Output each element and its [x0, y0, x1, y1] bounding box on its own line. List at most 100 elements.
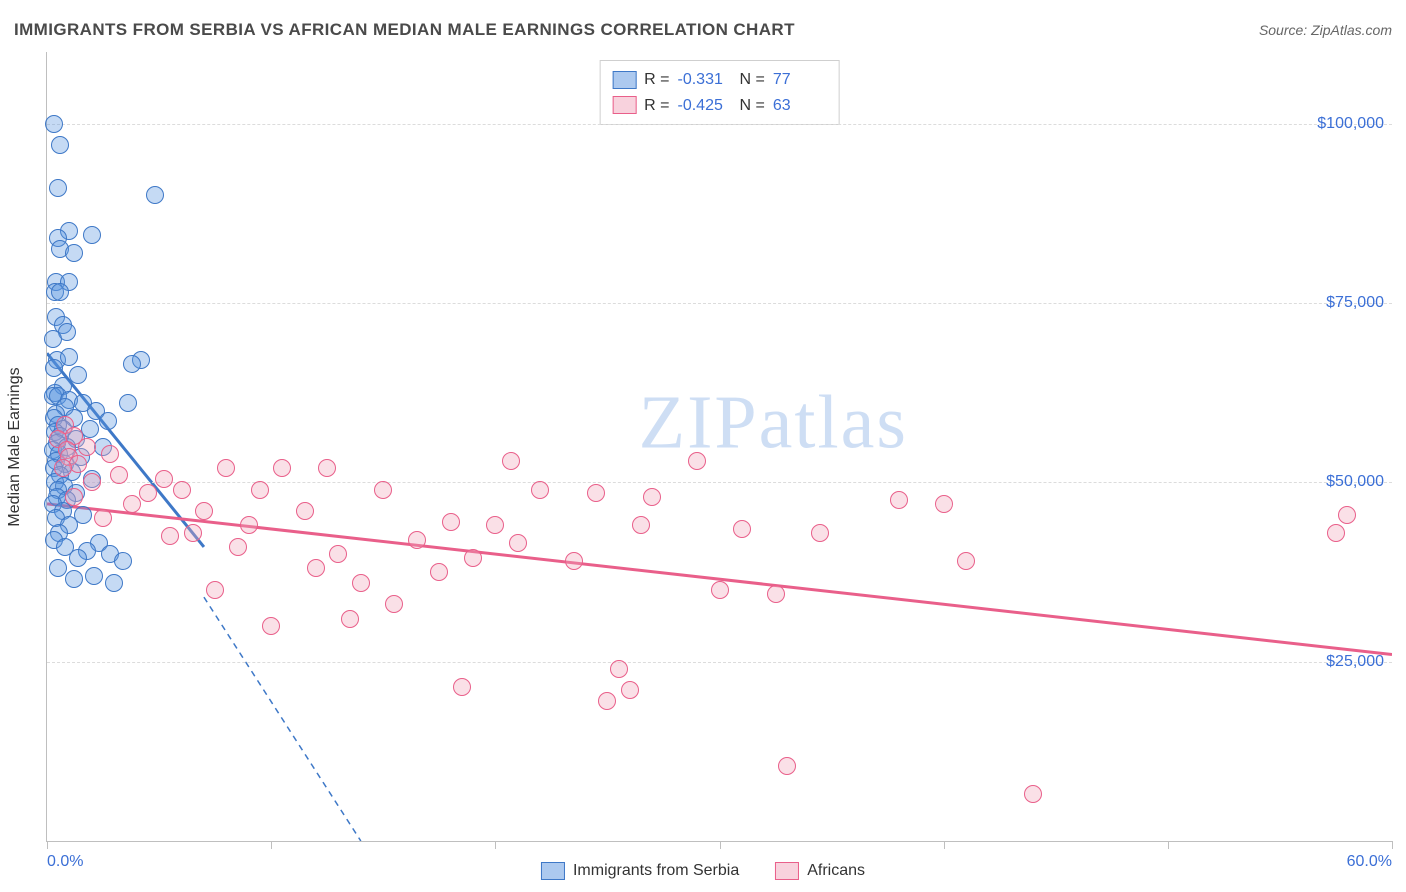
- data-point: [262, 617, 280, 635]
- data-point: [598, 692, 616, 710]
- data-point: [85, 567, 103, 585]
- data-point: [206, 581, 224, 599]
- source-attribution: Source: ZipAtlas.com: [1259, 22, 1392, 38]
- data-point: [318, 459, 336, 477]
- n-value: 77: [773, 67, 827, 93]
- legend-item: Africans: [775, 862, 865, 880]
- data-point: [711, 581, 729, 599]
- data-point: [767, 585, 785, 603]
- data-point: [229, 538, 247, 556]
- data-point: [110, 466, 128, 484]
- gridline: [47, 482, 1392, 483]
- data-point: [307, 559, 325, 577]
- data-point: [957, 552, 975, 570]
- x-tick: [1392, 841, 1393, 849]
- data-point: [408, 531, 426, 549]
- legend-swatch: [612, 96, 636, 114]
- data-point: [273, 459, 291, 477]
- data-point: [49, 179, 67, 197]
- data-point: [643, 488, 661, 506]
- x-tick: [720, 841, 721, 849]
- gridline: [47, 124, 1392, 125]
- data-point: [688, 452, 706, 470]
- data-point: [329, 545, 347, 563]
- data-point: [69, 455, 87, 473]
- data-point: [184, 524, 202, 542]
- data-point: [240, 516, 258, 534]
- data-point: [146, 186, 164, 204]
- gridline: [47, 662, 1392, 663]
- legend: Immigrants from Serbia Africans: [541, 862, 865, 880]
- data-point: [119, 394, 137, 412]
- chart-title: IMMIGRANTS FROM SERBIA VS AFRICAN MEDIAN…: [14, 20, 795, 40]
- data-point: [69, 549, 87, 567]
- data-point: [464, 549, 482, 567]
- x-axis-max-label: 60.0%: [1347, 853, 1392, 871]
- data-point: [1327, 524, 1345, 542]
- r-value: -0.425: [678, 93, 732, 119]
- x-tick: [495, 841, 496, 849]
- data-point: [78, 438, 96, 456]
- data-point: [173, 481, 191, 499]
- data-point: [509, 534, 527, 552]
- y-tick-label: $50,000: [1326, 473, 1384, 491]
- data-point: [195, 502, 213, 520]
- data-point: [632, 516, 650, 534]
- data-point: [114, 552, 132, 570]
- scatter-plot: Median Male Earnings ZIPatlas R =-0.331N…: [46, 52, 1392, 842]
- legend-label: Africans: [807, 862, 865, 880]
- data-point: [442, 513, 460, 531]
- n-label: N =: [740, 67, 765, 93]
- data-point: [54, 459, 72, 477]
- data-point: [610, 660, 628, 678]
- data-point: [45, 359, 63, 377]
- data-point: [65, 244, 83, 262]
- data-point: [502, 452, 520, 470]
- stats-row: R =-0.331N =77: [612, 67, 827, 93]
- n-value: 63: [773, 93, 827, 119]
- data-point: [51, 136, 69, 154]
- data-point: [621, 681, 639, 699]
- data-point: [733, 520, 751, 538]
- data-point: [1338, 506, 1356, 524]
- data-point: [430, 563, 448, 581]
- data-point: [385, 595, 403, 613]
- legend-item: Immigrants from Serbia: [541, 862, 739, 880]
- data-point: [99, 412, 117, 430]
- y-axis-label: Median Male Earnings: [6, 367, 24, 526]
- data-point: [44, 330, 62, 348]
- x-tick: [271, 841, 272, 849]
- data-point: [155, 470, 173, 488]
- data-point: [161, 527, 179, 545]
- data-point: [49, 559, 67, 577]
- x-tick: [944, 841, 945, 849]
- data-point: [139, 484, 157, 502]
- data-point: [811, 524, 829, 542]
- data-point: [341, 610, 359, 628]
- x-tick: [47, 841, 48, 849]
- data-point: [565, 552, 583, 570]
- n-label: N =: [740, 93, 765, 119]
- data-point: [65, 570, 83, 588]
- r-value: -0.331: [678, 67, 732, 93]
- data-point: [69, 366, 87, 384]
- data-point: [123, 355, 141, 373]
- gridline: [47, 303, 1392, 304]
- data-point: [83, 473, 101, 491]
- data-point: [935, 495, 953, 513]
- data-point: [60, 348, 78, 366]
- data-point: [1024, 785, 1042, 803]
- x-tick: [1168, 841, 1169, 849]
- data-point: [251, 481, 269, 499]
- data-point: [94, 509, 112, 527]
- data-point: [531, 481, 549, 499]
- data-point: [65, 488, 83, 506]
- r-label: R =: [644, 93, 669, 119]
- legend-swatch: [775, 862, 799, 880]
- data-point: [123, 495, 141, 513]
- data-point: [101, 445, 119, 463]
- watermark: ZIPatlas: [639, 379, 908, 466]
- data-point: [296, 502, 314, 520]
- data-point: [45, 115, 63, 133]
- x-axis-min-label: 0.0%: [47, 853, 83, 871]
